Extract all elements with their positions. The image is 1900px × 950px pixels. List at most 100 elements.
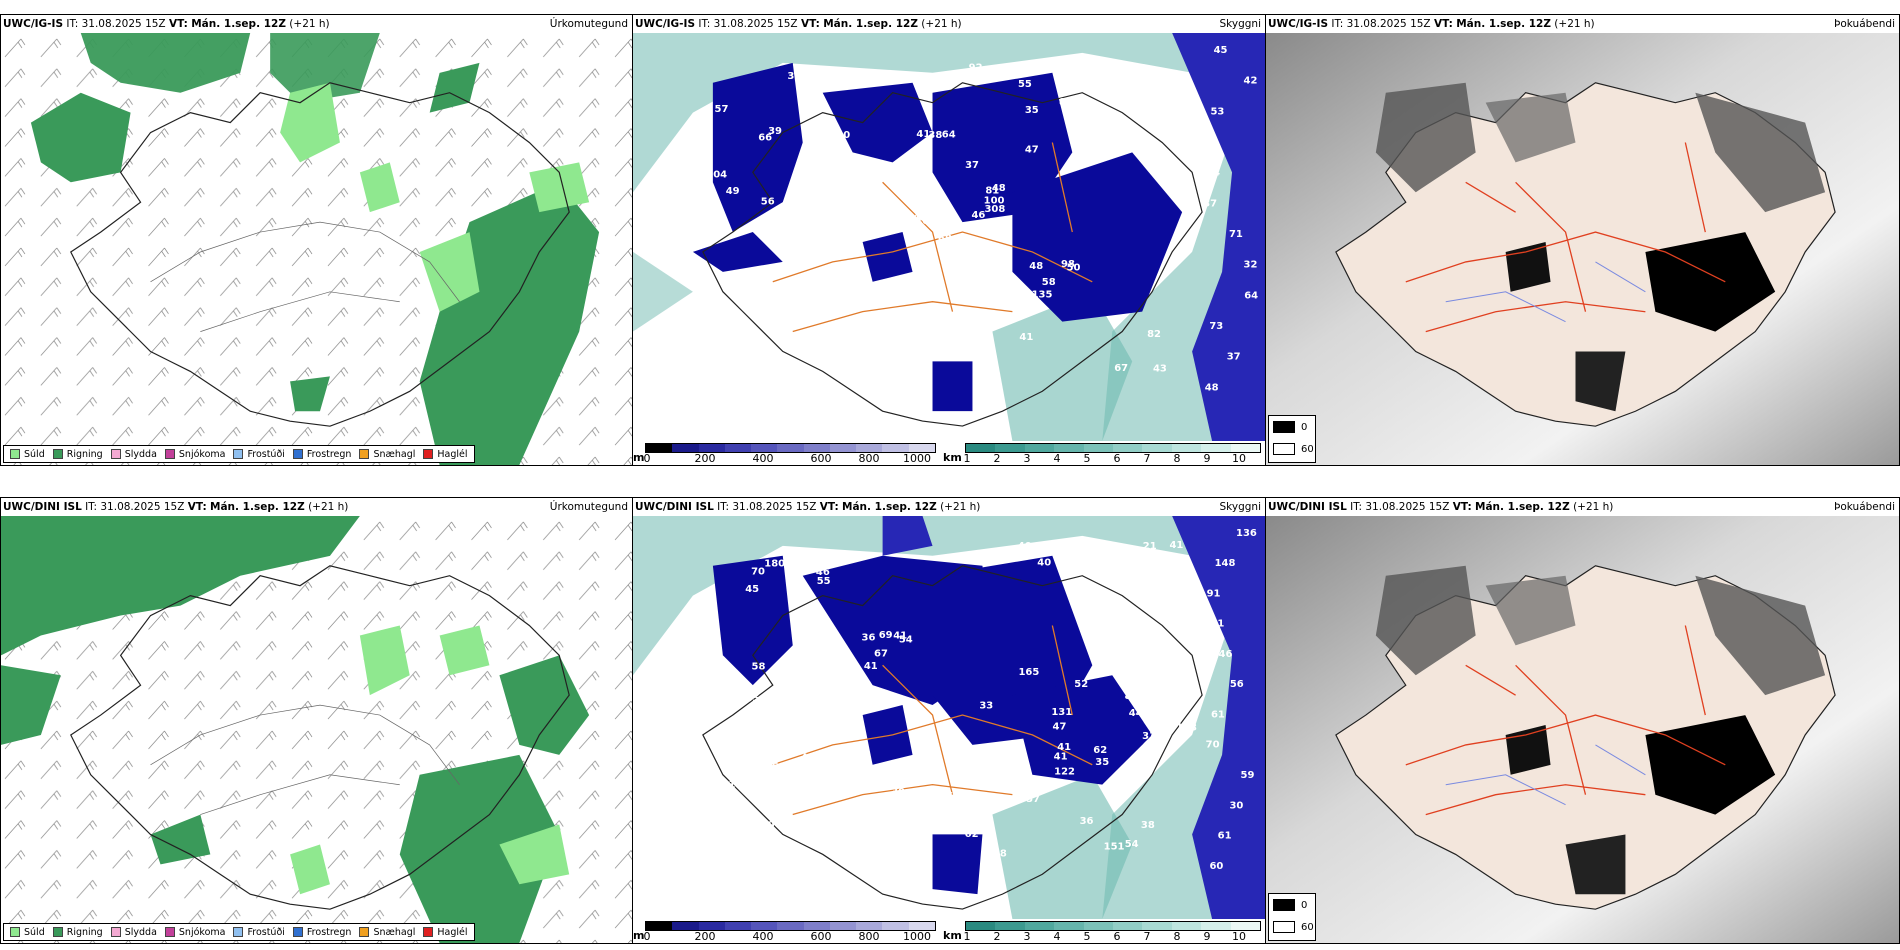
ceiling-value-label: 58 <box>752 662 766 673</box>
swatch <box>164 449 175 459</box>
panel-title: UWC/DINI ISL IT: 31.08.2025 15Z VT: Mán.… <box>1266 498 1899 516</box>
vt-value: Mán. 1.sep. 12Z <box>842 501 937 513</box>
legend-item: Snjókoma <box>164 926 226 938</box>
tick-label: 400 <box>752 452 774 465</box>
visibility-color-step <box>1113 922 1143 930</box>
ceiling-color-step <box>777 444 804 452</box>
ceiling-value-label: 57 <box>1026 794 1040 805</box>
vt-value: Mán. 1.sep. 12Z <box>191 18 286 30</box>
ceiling-value-label: 135 <box>1032 290 1053 301</box>
ceiling-value-label: 46 <box>915 216 929 227</box>
ceiling-value-label: 45 <box>745 584 759 595</box>
visibility-color-step <box>1024 922 1055 930</box>
panel-title: UWC/DINI ISL IT: 31.08.2025 15Z VT: Mán.… <box>1 498 632 516</box>
fog-legend: 0 60 <box>1268 893 1316 941</box>
ceiling-value-label: 50 <box>772 761 786 772</box>
legend-item: Snæhagl <box>359 449 415 460</box>
ceiling-value-label: 61 <box>1211 710 1225 721</box>
ceiling-value-label: 82 <box>1147 329 1161 340</box>
ceiling-value-label: 66 <box>758 133 772 144</box>
panel-kind: Þokuábendi <box>1834 18 1895 30</box>
ceiling-value-label: 41 <box>1019 332 1033 343</box>
it-label: IT: <box>85 501 98 513</box>
legend-label: Haglél <box>437 926 468 938</box>
ceiling-value-label: 68 <box>938 233 952 244</box>
ceiling-value-label: 46 <box>971 210 985 221</box>
swatch <box>110 927 121 937</box>
precip-panel-top: UWC/IG-IS IT: 31.08.2025 15Z VT: Mán. 1.… <box>0 14 633 466</box>
ceiling-value-label: 165 <box>1018 667 1039 678</box>
vt-value: Mán. 1.sep. 12Z <box>1456 18 1551 30</box>
ceiling-color-step <box>856 922 883 930</box>
swatch <box>1273 443 1295 455</box>
lead-time: (+21 h) <box>921 18 962 30</box>
ceiling-value-label: 93 <box>852 703 866 714</box>
ceiling-value-label: 45 <box>913 213 927 224</box>
swatch <box>359 449 370 459</box>
vt-value: Mán. 1.sep. 12Z <box>1475 501 1570 513</box>
model-name: UWC/DINI ISL <box>1268 501 1347 513</box>
tick-label: 10 <box>1232 930 1246 943</box>
it-label: IT: <box>66 18 79 30</box>
ceiling-value-label: 67 <box>1114 363 1128 374</box>
ceiling-value-label: 308 <box>984 204 1005 215</box>
ceiling-value-label: 40 <box>1144 671 1158 682</box>
ceiling-value-label: 62 <box>1093 745 1107 756</box>
ceiling-value-label: 146 <box>1212 649 1233 660</box>
ceiling-value-label: 37 <box>1227 352 1241 363</box>
ceiling-color-step <box>672 922 699 930</box>
tick-label: 9 <box>1203 452 1211 465</box>
ceiling-value-label: 41 <box>1057 742 1071 753</box>
swatch <box>10 927 20 937</box>
cloud-map: 68 66 46 50 81 44 55 64 35 46 37 43 56 34 40 47 71 41 37 40… <box>633 33 1265 441</box>
legend-item: Rigning <box>52 927 103 938</box>
ceiling-value-label: 40 <box>761 820 775 831</box>
it-label: IT: <box>698 18 711 30</box>
visibility-colorbar: km 1 2 3 4 5 6 7 8 9 10 <box>943 919 1263 943</box>
lead-time: (+21 h) <box>1554 18 1595 30</box>
model-name: UWC/DINI ISL <box>635 501 714 513</box>
fog-map <box>1266 516 1899 943</box>
ceiling-color-step <box>803 444 830 452</box>
ceiling-value-label: 156 <box>728 780 749 791</box>
vt-label: VT: <box>168 18 188 30</box>
tick-label: 2 <box>993 930 1001 943</box>
tick-label: 800 <box>858 930 880 943</box>
ceiling-value-label: 43 <box>1153 364 1167 375</box>
ceiling-value-label: 44 <box>839 304 853 315</box>
ceiling-value-label: 57 <box>715 104 729 115</box>
ceiling-value-label: 98 <box>1061 259 1075 270</box>
fog-map <box>1266 33 1899 465</box>
ceiling-value-label: 38 <box>1141 820 1155 831</box>
ceiling-color-step <box>698 444 725 452</box>
panel-title: UWC/DINI ISL IT: 31.08.2025 15Z VT: Mán.… <box>633 498 1265 516</box>
ceiling-value-label: 37 <box>1118 552 1132 563</box>
cloud-panel-bottom: UWC/DINI ISL IT: 31.08.2025 15Z VT: Mán.… <box>633 497 1266 944</box>
tick-label: 4 <box>1053 930 1061 943</box>
legend-label: Súld <box>24 448 45 460</box>
ceiling-value-label: 36 <box>862 632 876 643</box>
tick-label: 600 <box>810 930 832 943</box>
ceiling-color-step <box>829 444 857 452</box>
ceiling-color-step <box>908 922 935 930</box>
ceiling-colorbar: m 0 200 400 600 800 1000 <box>633 919 938 943</box>
visibility-color-step <box>1201 444 1231 452</box>
ceiling-value-label: 41 <box>893 630 907 641</box>
legend-label: Snjókoma <box>178 448 226 460</box>
ceiling-value-label: 97 <box>746 370 760 381</box>
legend-label: Slydda <box>124 448 157 460</box>
ceiling-value-label: 73 <box>1209 321 1223 332</box>
ceiling-value-label: 55 <box>817 576 831 587</box>
legend-label: Snæhagl <box>373 926 416 938</box>
ceiling-value-label: 39 <box>891 787 905 798</box>
ceiling-value-label: 33 <box>979 700 993 711</box>
tick-label: 600 <box>810 452 832 465</box>
ceiling-value-label: 62 <box>965 829 979 840</box>
ceiling-value-label: 48 <box>992 183 1006 194</box>
panel-kind: Úrkomutegund <box>549 18 628 30</box>
fog-legend-row: 0 <box>1273 899 1307 911</box>
ceiling-value-label: 70 <box>751 566 765 577</box>
legend-label: Snjókoma <box>178 926 226 938</box>
ceiling-value-label: 55 <box>1018 79 1032 90</box>
ceiling-value-label: 50 <box>1067 263 1081 274</box>
